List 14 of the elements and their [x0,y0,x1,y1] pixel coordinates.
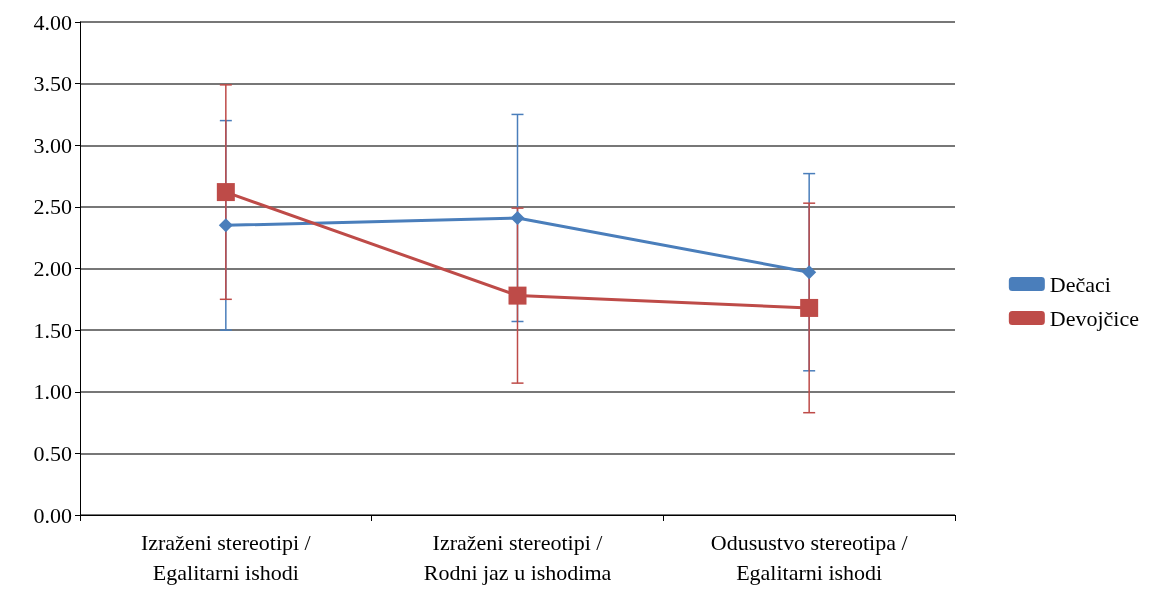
y-tick-label: 1.00 [33,379,72,405]
y-tick-label: 4.00 [33,9,72,35]
y-tick-label: 3.50 [33,71,72,97]
y-tick-label: 2.00 [33,256,72,281]
y-tick-label: 0.50 [33,440,72,466]
y-tick-label: 0.00 [33,502,72,528]
y-tick-label: 2.50 [33,194,72,220]
y-tick-label: 3.00 [33,132,72,158]
x-tick-label: Izraženi stereotipi / Rodni jaz u ishodima [423,529,612,585]
x-tick-label: Izraženi stereotipi / Egalitarni ishodi [140,529,312,585]
legend-label: Devojčice [1049,305,1139,331]
y-tick-label: 1.50 [33,317,72,343]
x-tick-label: Odusustvo stereotipa / Egalitarni ishodi [710,529,909,585]
legend-label: Dečaci [1049,271,1111,297]
